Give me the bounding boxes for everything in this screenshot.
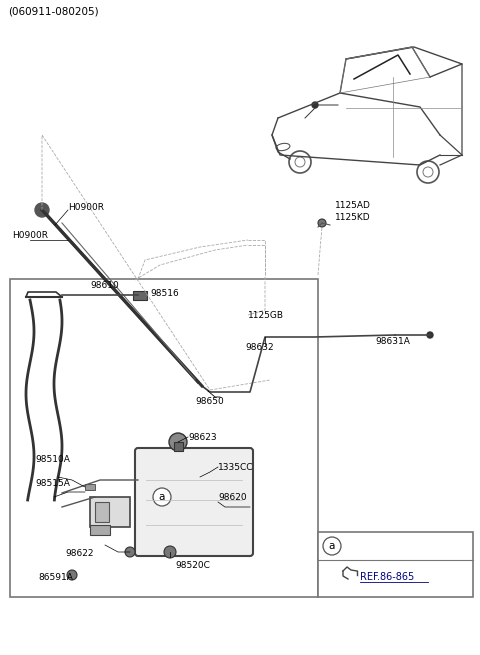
Circle shape	[125, 547, 135, 557]
Circle shape	[35, 203, 49, 217]
Text: 98632: 98632	[245, 343, 274, 352]
Text: 98510A: 98510A	[35, 455, 70, 464]
Circle shape	[427, 332, 433, 338]
Text: H0900R: H0900R	[68, 202, 104, 212]
Circle shape	[262, 334, 268, 340]
Text: 98650: 98650	[195, 396, 224, 405]
Bar	[174, 442, 183, 451]
FancyBboxPatch shape	[135, 448, 253, 556]
Bar	[133, 291, 147, 300]
Text: 98610: 98610	[90, 280, 119, 290]
Text: 1125AD: 1125AD	[335, 200, 371, 210]
Bar	[95, 502, 109, 522]
Text: 98515A: 98515A	[35, 479, 70, 487]
Bar	[318, 532, 473, 597]
Text: 98516: 98516	[150, 288, 179, 297]
Circle shape	[312, 102, 318, 108]
Text: (060911-080205): (060911-080205)	[8, 7, 98, 17]
Circle shape	[318, 219, 326, 227]
Circle shape	[67, 570, 77, 580]
Text: 1335CC: 1335CC	[218, 462, 253, 472]
Circle shape	[169, 433, 187, 451]
Bar	[85, 484, 95, 490]
Circle shape	[323, 537, 341, 555]
Text: 98622: 98622	[65, 548, 94, 557]
Text: REF.86-865: REF.86-865	[360, 572, 414, 582]
Bar	[90, 525, 110, 535]
Text: a: a	[329, 541, 335, 551]
Text: 98620: 98620	[218, 493, 247, 502]
Circle shape	[164, 546, 176, 558]
Text: a: a	[159, 492, 165, 502]
Ellipse shape	[204, 388, 213, 394]
Text: 86591A: 86591A	[38, 572, 73, 582]
Text: 1125GB: 1125GB	[248, 310, 284, 320]
Bar	[90, 497, 130, 527]
Text: H0900R: H0900R	[12, 231, 48, 240]
Text: 1125KD: 1125KD	[335, 212, 371, 221]
Text: 98623: 98623	[188, 432, 216, 441]
Bar	[10, 279, 318, 597]
Circle shape	[153, 488, 171, 506]
Text: 98631A: 98631A	[375, 337, 410, 345]
Text: 98520C: 98520C	[175, 561, 210, 569]
